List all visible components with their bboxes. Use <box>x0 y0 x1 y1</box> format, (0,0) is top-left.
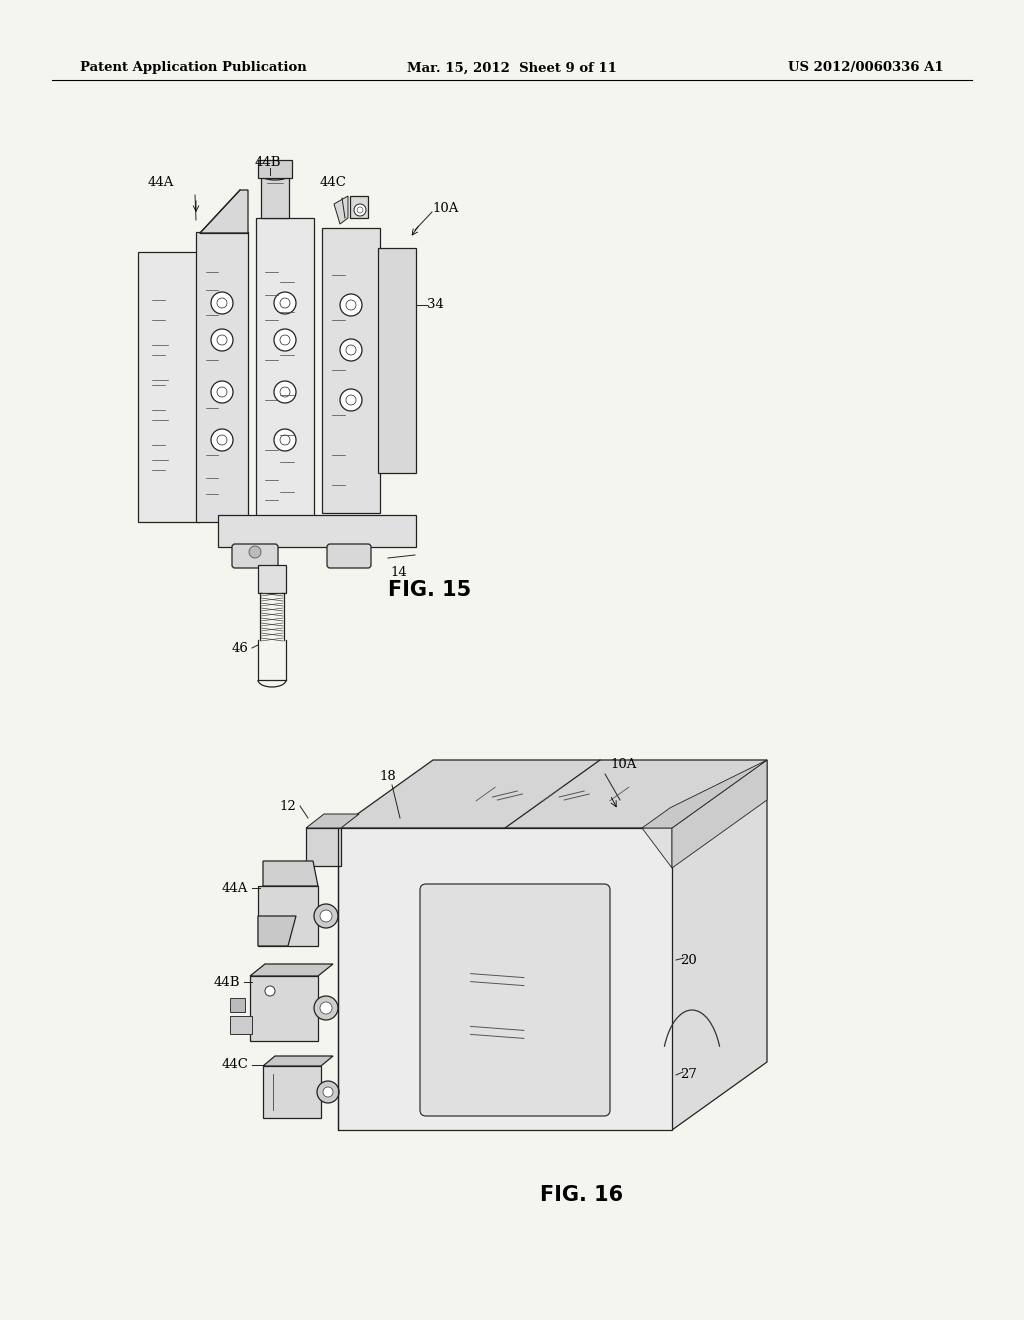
Polygon shape <box>200 190 248 234</box>
Text: 46: 46 <box>231 642 248 655</box>
FancyBboxPatch shape <box>196 232 248 521</box>
Text: Mar. 15, 2012  Sheet 9 of 11: Mar. 15, 2012 Sheet 9 of 11 <box>408 62 616 74</box>
Text: 18: 18 <box>380 770 396 783</box>
Text: 44A: 44A <box>221 882 248 895</box>
Circle shape <box>346 345 356 355</box>
Polygon shape <box>642 760 767 828</box>
FancyBboxPatch shape <box>378 248 416 473</box>
Circle shape <box>357 207 362 213</box>
FancyBboxPatch shape <box>230 1016 252 1034</box>
Text: 20: 20 <box>680 953 696 966</box>
Circle shape <box>319 1002 332 1014</box>
Circle shape <box>346 395 356 405</box>
Circle shape <box>211 381 233 403</box>
FancyBboxPatch shape <box>250 975 318 1041</box>
Polygon shape <box>250 964 333 975</box>
Polygon shape <box>258 916 296 946</box>
Polygon shape <box>672 760 767 1130</box>
Circle shape <box>280 387 290 397</box>
Circle shape <box>249 546 261 558</box>
Circle shape <box>274 381 296 403</box>
Text: 14: 14 <box>390 565 407 578</box>
Circle shape <box>280 335 290 345</box>
Circle shape <box>211 429 233 451</box>
Polygon shape <box>334 195 348 224</box>
Circle shape <box>280 298 290 308</box>
FancyBboxPatch shape <box>350 195 368 218</box>
Text: 34: 34 <box>427 298 443 312</box>
Circle shape <box>265 986 275 997</box>
Circle shape <box>346 300 356 310</box>
FancyBboxPatch shape <box>256 218 314 517</box>
Circle shape <box>340 294 362 315</box>
FancyBboxPatch shape <box>258 886 318 946</box>
Circle shape <box>274 429 296 451</box>
Text: Patent Application Publication: Patent Application Publication <box>80 62 307 74</box>
Circle shape <box>217 387 227 397</box>
Text: 12: 12 <box>280 800 296 813</box>
FancyBboxPatch shape <box>306 828 341 866</box>
Circle shape <box>217 298 227 308</box>
Polygon shape <box>338 760 767 828</box>
Polygon shape <box>263 1056 333 1067</box>
Text: 10A: 10A <box>610 758 636 771</box>
Circle shape <box>354 205 366 216</box>
FancyBboxPatch shape <box>263 1067 321 1118</box>
FancyBboxPatch shape <box>420 884 610 1115</box>
FancyBboxPatch shape <box>232 544 278 568</box>
FancyBboxPatch shape <box>230 998 245 1012</box>
FancyBboxPatch shape <box>261 176 289 218</box>
FancyBboxPatch shape <box>218 515 416 546</box>
Circle shape <box>211 329 233 351</box>
FancyBboxPatch shape <box>338 828 672 1130</box>
FancyBboxPatch shape <box>138 252 200 521</box>
Text: FIG. 15: FIG. 15 <box>388 579 471 601</box>
FancyBboxPatch shape <box>322 228 380 513</box>
Circle shape <box>211 292 233 314</box>
Circle shape <box>323 1086 333 1097</box>
Polygon shape <box>642 828 672 869</box>
Circle shape <box>274 292 296 314</box>
FancyBboxPatch shape <box>327 544 371 568</box>
Circle shape <box>314 904 338 928</box>
Text: 44B: 44B <box>213 975 240 989</box>
Text: 44B: 44B <box>255 157 282 169</box>
Text: FIG. 16: FIG. 16 <box>540 1185 624 1205</box>
Text: 44C: 44C <box>221 1059 248 1072</box>
Text: 27: 27 <box>680 1068 697 1081</box>
Text: 44C: 44C <box>319 177 347 190</box>
Circle shape <box>274 329 296 351</box>
Text: 10A: 10A <box>432 202 459 214</box>
Polygon shape <box>306 814 359 828</box>
Circle shape <box>217 436 227 445</box>
Circle shape <box>314 997 338 1020</box>
Text: US 2012/0060336 A1: US 2012/0060336 A1 <box>788 62 944 74</box>
FancyBboxPatch shape <box>258 565 286 593</box>
FancyBboxPatch shape <box>258 160 292 178</box>
Circle shape <box>340 339 362 360</box>
Text: 44A: 44A <box>148 177 174 190</box>
Circle shape <box>317 1081 339 1104</box>
Circle shape <box>340 389 362 411</box>
Circle shape <box>217 335 227 345</box>
Circle shape <box>319 909 332 921</box>
Polygon shape <box>263 861 318 886</box>
Circle shape <box>280 436 290 445</box>
Polygon shape <box>672 760 767 869</box>
